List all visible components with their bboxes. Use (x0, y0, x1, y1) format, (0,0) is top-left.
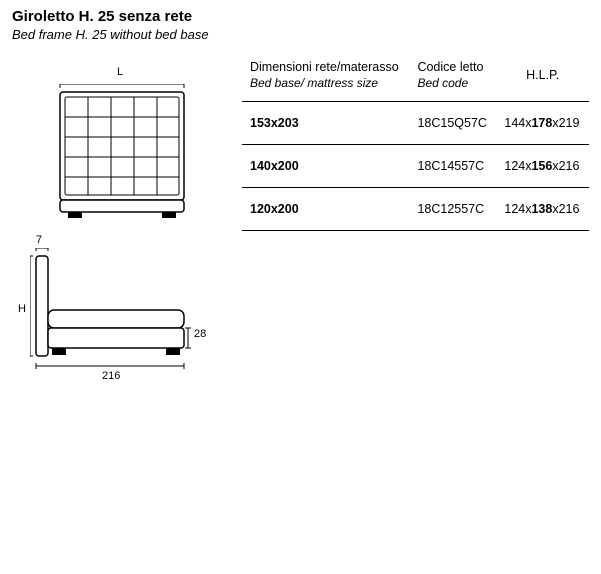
cell-code: 18C12557C (409, 187, 496, 230)
bed-front-svg (52, 84, 192, 220)
hlp-l: 156 (531, 159, 552, 173)
col-header-size-en: Bed base/ mattress size (250, 76, 401, 91)
hlp-h: 124 (504, 202, 525, 216)
bed-side-svg (30, 248, 210, 383)
title-italian: Giroletto H. 25 senza rete (12, 8, 589, 25)
hlp-p: 216 (559, 159, 580, 173)
cell-size: 140x200 (242, 144, 409, 187)
drawing-side-view: 7 H 28 216 (30, 248, 200, 383)
hlp-h: 144 (504, 116, 525, 130)
col-header-size-it: Dimensioni rete/materasso (250, 60, 401, 76)
spec-table-area: Dimensioni rete/materasso Bed base/ matt… (222, 60, 589, 231)
spec-table: Dimensioni rete/materasso Bed base/ matt… (242, 60, 589, 231)
hlp-l: 178 (531, 116, 552, 130)
drawing-front-view: L (52, 84, 192, 220)
dim-label-H: H (18, 303, 26, 315)
table-row: 120x200 18C12557C 124x138x216 (242, 187, 589, 230)
cell-hlp: 124x138x216 (496, 187, 589, 230)
col-header-hlp: H.L.P. (496, 60, 589, 101)
col-header-size: Dimensioni rete/materasso Bed base/ matt… (242, 60, 409, 101)
hlp-l: 138 (531, 202, 552, 216)
dim-label-7: 7 (36, 234, 42, 246)
dim-label-28: 28 (194, 328, 206, 340)
col-header-code: Codice letto Bed code (409, 60, 496, 101)
cell-code: 18C15Q57C (409, 101, 496, 144)
table-row: 153x203 18C15Q57C 144x178x219 (242, 101, 589, 144)
col-header-code-it: Codice letto (417, 60, 488, 76)
table-row: 140x200 18C14557C 124x156x216 (242, 144, 589, 187)
technical-drawings: L (12, 60, 222, 383)
cell-code: 18C14557C (409, 144, 496, 187)
dim-label-L: L (117, 66, 123, 78)
title-english: Bed frame H. 25 without bed base (12, 27, 589, 42)
hlp-p: 216 (559, 202, 580, 216)
content-row: L (12, 60, 589, 383)
cell-size: 120x200 (242, 187, 409, 230)
dim-label-216: 216 (102, 370, 120, 382)
hlp-h: 124 (504, 159, 525, 173)
cell-size: 153x203 (242, 101, 409, 144)
hlp-p: 219 (559, 116, 580, 130)
cell-hlp: 144x178x219 (496, 101, 589, 144)
col-header-hlp-text: H.L.P. (526, 68, 559, 82)
table-header-row: Dimensioni rete/materasso Bed base/ matt… (242, 60, 589, 101)
col-header-code-en: Bed code (417, 76, 488, 91)
table-body: 153x203 18C15Q57C 144x178x219 140x200 18… (242, 101, 589, 230)
cell-hlp: 124x156x216 (496, 144, 589, 187)
